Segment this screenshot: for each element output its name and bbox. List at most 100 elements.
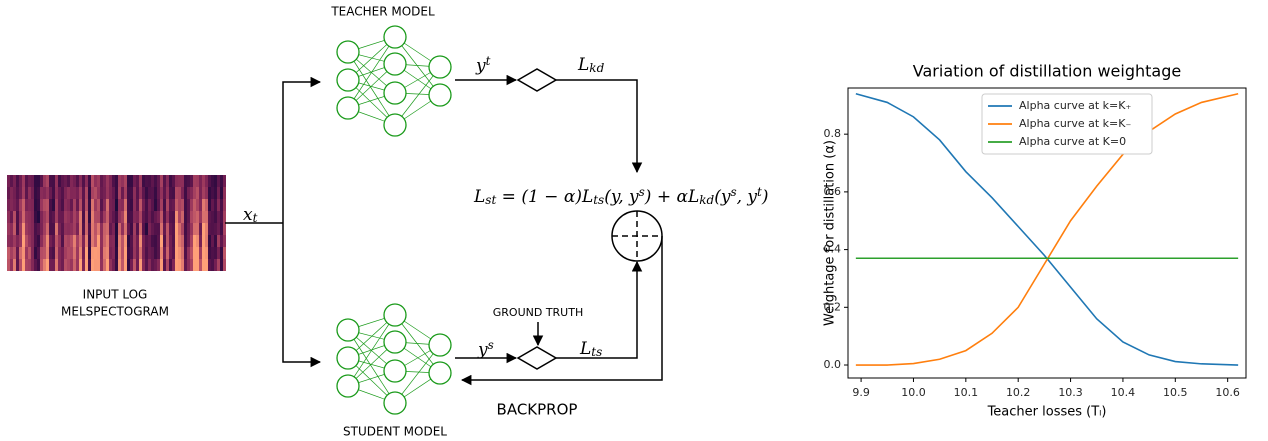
spectrogram-cell: [34, 211, 37, 223]
spectrogram-cell: [145, 175, 148, 187]
spectrogram-cell: [22, 223, 25, 235]
spectrogram-cell: [130, 199, 133, 211]
spectrogram-cell: [40, 235, 43, 247]
spectrogram-cell: [7, 259, 10, 271]
spectrogram-cell: [19, 259, 22, 271]
spectrogram-cell: [160, 235, 163, 247]
spectrogram-cell: [142, 175, 145, 187]
spectrogram-cell: [40, 199, 43, 211]
spectrogram-cell: [196, 235, 199, 247]
spectrogram-cell: [61, 259, 64, 271]
spectrogram-cell: [100, 259, 103, 271]
math-text: = (1 − α)L: [496, 187, 593, 207]
spectrogram-cell: [70, 247, 73, 259]
spectrogram-cell: [187, 247, 190, 259]
spectrogram-cell: [28, 259, 31, 271]
spectrogram-cell: [76, 259, 79, 271]
x-tick-label: 10.2: [1006, 386, 1031, 399]
spectrogram-cell: [40, 247, 43, 259]
spectrogram-cell: [208, 235, 211, 247]
spectrogram-cell: [220, 223, 223, 235]
spectrogram-cell: [199, 247, 202, 259]
spectrogram-cell: [52, 175, 55, 187]
spectrogram-cell: [88, 199, 91, 211]
math-label: Lkd: [577, 55, 605, 76]
spectrogram-cell: [16, 199, 19, 211]
figure: TEACHER MODEL STUDENT MODEL INPUT LOG ME…: [0, 0, 1268, 441]
spectrogram-cell: [28, 187, 31, 199]
spectrogram-cell: [10, 235, 13, 247]
spectrogram-cell: [130, 175, 133, 187]
spectrogram-cell: [88, 223, 91, 235]
spectrogram-cell: [163, 187, 166, 199]
spectrogram-cell: [79, 259, 82, 271]
spectrogram-cell: [166, 199, 169, 211]
x-tick-label: 10.0: [901, 386, 926, 399]
spectrogram-cell: [103, 247, 106, 259]
spectrogram-cell: [88, 247, 91, 259]
spectrogram-cell: [130, 211, 133, 223]
spectrogram-cell: [10, 199, 13, 211]
spectrogram-cell: [94, 259, 97, 271]
spectrogram-cell: [67, 211, 70, 223]
spectrogram-cell: [79, 223, 82, 235]
spectrogram-cell: [202, 247, 205, 259]
spectrogram-cell: [175, 175, 178, 187]
spectrogram-cell: [61, 199, 64, 211]
spectrogram-cell: [124, 187, 127, 199]
spectrogram-cell: [217, 211, 220, 223]
math-text: y: [475, 56, 486, 76]
spectrogram-cell: [214, 199, 217, 211]
spectrogram-cell: [85, 187, 88, 199]
spectrogram-cell: [25, 187, 28, 199]
spectrogram-cell: [139, 247, 142, 259]
spectrogram-cell: [10, 211, 13, 223]
spectrogram-cell: [55, 187, 58, 199]
spectrogram-cell: [217, 259, 220, 271]
spectrogram-cell: [160, 247, 163, 259]
spectrogram-cell: [34, 187, 37, 199]
spectrogram-cell: [19, 223, 22, 235]
spectrogram-cell: [91, 259, 94, 271]
spectrogram-cell: [127, 235, 130, 247]
spectrogram-cell: [58, 187, 61, 199]
spectrogram-cell: [136, 199, 139, 211]
spectrogram-cell: [37, 199, 40, 211]
spectrogram-cell: [46, 199, 49, 211]
spectrogram-cell: [142, 187, 145, 199]
spectrogram-cell: [40, 187, 43, 199]
spectrogram-cell: [103, 187, 106, 199]
spectrogram-cell: [157, 199, 160, 211]
spectrogram-cell: [136, 235, 139, 247]
spectrogram-cell: [127, 247, 130, 259]
spectrogram-cell: [52, 247, 55, 259]
math-label: xt: [243, 205, 258, 226]
spectrogram-cell: [16, 175, 19, 187]
spectrogram-cell: [55, 235, 58, 247]
spectrogram-cell: [55, 211, 58, 223]
spectrogram-cell: [25, 199, 28, 211]
spectrogram-cell: [10, 175, 13, 187]
spectrogram-cell: [16, 187, 19, 199]
spectrogram-cell: [151, 259, 154, 271]
spectrogram-cell: [85, 199, 88, 211]
spectrogram-cell: [100, 211, 103, 223]
spectrogram-cell: [34, 199, 37, 211]
x-tick-label: 9.9: [852, 386, 870, 399]
neuron: [429, 362, 451, 384]
spectrogram-cell: [169, 211, 172, 223]
spectrogram-cell: [124, 199, 127, 211]
spectrogram-cell: [178, 247, 181, 259]
spectrogram-cell: [100, 247, 103, 259]
spectrogram-cell: [160, 199, 163, 211]
spectrogram-cell: [16, 247, 19, 259]
spectrogram-cell: [205, 187, 208, 199]
spectrogram-cell: [121, 199, 124, 211]
spectrogram-cell: [118, 247, 121, 259]
spectrogram-cell: [82, 247, 85, 259]
spectrogram-cell: [187, 211, 190, 223]
spectrogram-cell: [43, 235, 46, 247]
spectrogram-cell: [61, 187, 64, 199]
math-text: (y: [714, 187, 731, 207]
spectrogram-cell: [22, 247, 25, 259]
